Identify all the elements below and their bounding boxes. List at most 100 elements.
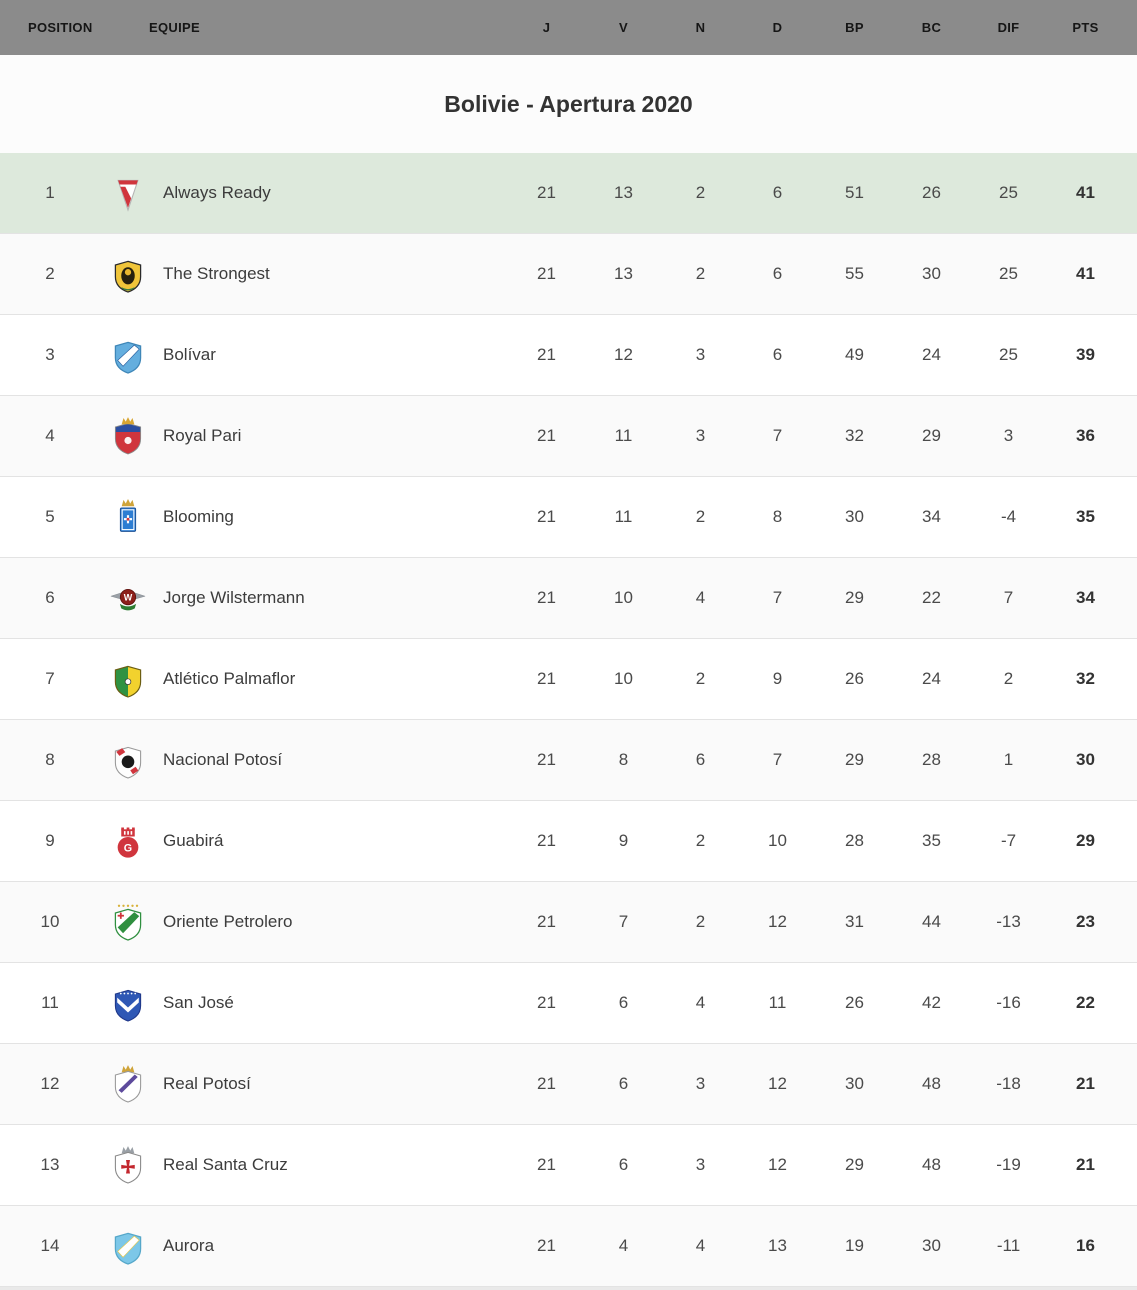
nacional-potosi-logo bbox=[108, 738, 148, 782]
bolivar-logo bbox=[108, 333, 148, 377]
bp-cell: 30 bbox=[845, 507, 864, 526]
oriente-petrolero-logo bbox=[108, 900, 148, 944]
table-row[interactable]: 7 Atlético Palmaflor 21 10 2 9 26 24 2 3… bbox=[0, 639, 1137, 720]
table-row[interactable]: 3 Bolívar 21 12 3 6 49 24 25 39 bbox=[0, 315, 1137, 396]
v-cell: 10 bbox=[614, 669, 633, 688]
royal-pari-logo bbox=[108, 414, 148, 458]
real-santa-cruz-logo bbox=[108, 1143, 148, 1187]
d-cell: 12 bbox=[768, 1155, 787, 1174]
d-cell: 11 bbox=[768, 993, 787, 1012]
team-cell: Atlético Palmaflor bbox=[100, 657, 508, 701]
d-cell: 9 bbox=[772, 669, 783, 688]
v-cell: 13 bbox=[614, 264, 633, 283]
j-cell: 21 bbox=[537, 345, 556, 364]
table-row[interactable]: 9 G Guabirá 21 9 2 10 28 35 -7 29 bbox=[0, 801, 1137, 882]
position-cell: 14 bbox=[40, 1236, 60, 1255]
j-cell: 21 bbox=[537, 1236, 556, 1255]
n-cell: 3 bbox=[695, 345, 706, 364]
svg-text:G: G bbox=[124, 842, 132, 854]
n-cell: 2 bbox=[695, 669, 706, 688]
bc-cell: 30 bbox=[922, 1236, 941, 1255]
bc-cell: 29 bbox=[922, 426, 941, 445]
v-cell: 11 bbox=[614, 507, 633, 526]
table-row[interactable]: 10 Oriente Petrolero 21 7 2 12 31 44 -13… bbox=[0, 882, 1137, 963]
position-cell: 5 bbox=[45, 507, 55, 526]
team-name: Real Santa Cruz bbox=[163, 1155, 288, 1174]
bp-cell: 26 bbox=[845, 669, 864, 688]
column-header-bp: BP bbox=[845, 20, 864, 35]
bp-cell: 55 bbox=[845, 264, 864, 283]
dif-cell: -13 bbox=[996, 912, 1021, 931]
n-cell: 3 bbox=[695, 426, 706, 445]
table-row[interactable]: 8 Nacional Potosí 21 8 6 7 29 28 1 30 bbox=[0, 720, 1137, 801]
j-cell: 21 bbox=[537, 588, 556, 607]
team-cell: San José bbox=[100, 981, 508, 1025]
position-cell: 7 bbox=[45, 669, 55, 688]
real-potosi-logo bbox=[108, 1062, 148, 1106]
page-title: Bolivie - Apertura 2020 bbox=[444, 90, 693, 117]
team-name: San José bbox=[163, 993, 234, 1012]
j-cell: 21 bbox=[537, 1074, 556, 1093]
v-cell: 12 bbox=[614, 345, 633, 364]
dif-cell: 25 bbox=[999, 264, 1018, 283]
j-cell: 21 bbox=[537, 1155, 556, 1174]
position-cell: 13 bbox=[40, 1155, 60, 1174]
svg-text:W: W bbox=[124, 593, 133, 603]
pts-cell: 21 bbox=[1076, 1155, 1095, 1174]
dif-cell: 2 bbox=[1003, 669, 1014, 688]
n-cell: 4 bbox=[695, 588, 706, 607]
team-cell: Aurora bbox=[100, 1224, 508, 1268]
d-cell: 13 bbox=[768, 1236, 787, 1255]
team-name: Atlético Palmaflor bbox=[163, 669, 296, 688]
san-jose-logo bbox=[108, 981, 148, 1025]
bp-cell: 28 bbox=[845, 831, 864, 850]
bc-cell: 30 bbox=[922, 264, 941, 283]
v-cell: 4 bbox=[618, 1236, 629, 1255]
dif-cell: 1 bbox=[1003, 750, 1014, 769]
dif-cell: -18 bbox=[996, 1074, 1021, 1093]
the-strongest-logo bbox=[108, 252, 148, 296]
bc-cell: 34 bbox=[922, 507, 941, 526]
n-cell: 2 bbox=[695, 831, 706, 850]
table-row[interactable]: 11 San José 21 6 4 11 26 42 -16 22 bbox=[0, 963, 1137, 1044]
column-header-n: N bbox=[695, 20, 706, 35]
column-header-team: EQUIPE bbox=[149, 20, 200, 35]
bp-cell: 26 bbox=[845, 993, 864, 1012]
table-row[interactable]: 5 Blooming 21 11 2 8 30 34 -4 35 bbox=[0, 477, 1137, 558]
bc-cell: 48 bbox=[922, 1074, 941, 1093]
j-cell: 21 bbox=[537, 669, 556, 688]
team-name: The Strongest bbox=[163, 264, 270, 283]
v-cell: 6 bbox=[618, 993, 629, 1012]
bp-cell: 29 bbox=[845, 1155, 864, 1174]
position-cell: 11 bbox=[41, 993, 59, 1012]
table-row[interactable]: 4 Royal Pari 21 11 3 7 32 29 3 36 bbox=[0, 396, 1137, 477]
j-cell: 21 bbox=[537, 912, 556, 931]
position-cell: 3 bbox=[45, 345, 55, 364]
n-cell: 2 bbox=[695, 183, 706, 202]
bp-cell: 29 bbox=[845, 750, 864, 769]
pts-cell: 35 bbox=[1076, 507, 1095, 526]
bp-cell: 30 bbox=[845, 1074, 864, 1093]
table-row[interactable]: 6 W Jorge Wilstermann 21 10 4 7 29 22 7 … bbox=[0, 558, 1137, 639]
v-cell: 6 bbox=[618, 1155, 629, 1174]
position-cell: 9 bbox=[45, 831, 55, 850]
table-row[interactable]: 2 The Strongest 21 13 2 6 55 30 25 41 bbox=[0, 234, 1137, 315]
team-name: Nacional Potosí bbox=[163, 750, 283, 769]
position-cell: 8 bbox=[45, 750, 55, 769]
pts-cell: 16 bbox=[1076, 1236, 1095, 1255]
team-name: Blooming bbox=[163, 507, 234, 526]
n-cell: 6 bbox=[695, 750, 706, 769]
next-section-edge bbox=[0, 1287, 1137, 1290]
position-cell: 10 bbox=[40, 912, 60, 931]
bp-cell: 51 bbox=[845, 183, 864, 202]
table-row[interactable]: 1 Always Ready 21 13 2 6 51 26 25 41 bbox=[0, 153, 1137, 234]
position-cell: 1 bbox=[45, 183, 55, 202]
v-cell: 10 bbox=[614, 588, 633, 607]
column-header-pts: PTS bbox=[1072, 20, 1099, 35]
table-row[interactable]: 14 Aurora 21 4 4 13 19 30 -11 16 bbox=[0, 1206, 1137, 1287]
table-row[interactable]: 12 Real Potosí 21 6 3 12 30 48 -18 21 bbox=[0, 1044, 1137, 1125]
bc-cell: 22 bbox=[922, 588, 941, 607]
v-cell: 6 bbox=[618, 1074, 629, 1093]
table-row[interactable]: 13 Real Santa Cruz 21 6 3 12 29 48 -19 2… bbox=[0, 1125, 1137, 1206]
atletico-palmaflor-logo bbox=[108, 657, 148, 701]
